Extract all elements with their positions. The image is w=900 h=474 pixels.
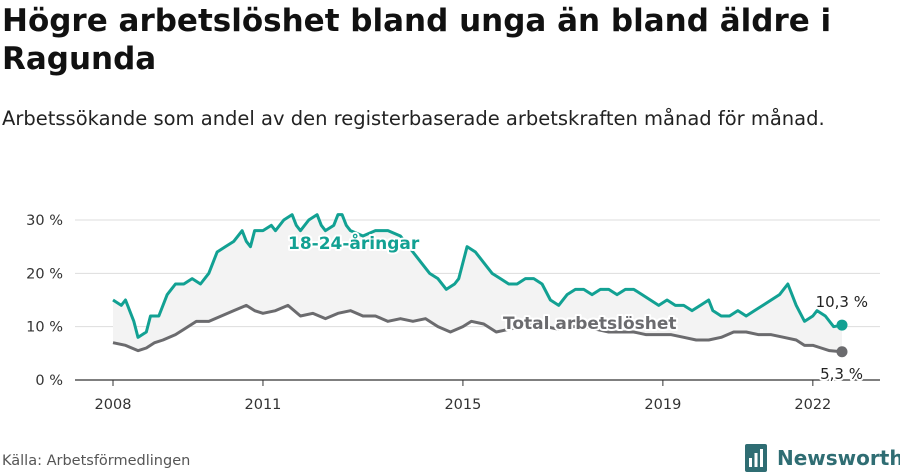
y-tick-label: 0 % bbox=[35, 373, 63, 389]
y-tick-label: 20 % bbox=[26, 266, 63, 282]
y-tick-label: 30 % bbox=[26, 213, 63, 229]
total-series-label: Total arbetslöshet bbox=[503, 314, 677, 334]
y-tick-label: 10 % bbox=[26, 320, 63, 336]
x-tick-label: 2008 bbox=[95, 397, 132, 413]
youth-series-label-halo: 18-24-åringar bbox=[288, 232, 420, 254]
gap-band bbox=[113, 214, 842, 352]
x-tick-label: 2015 bbox=[444, 397, 481, 413]
chart-title: Högre arbetslöshet bland unga än bland ä… bbox=[2, 3, 832, 77]
chart-subtitle: Arbetssökande som andel av den registerb… bbox=[2, 107, 825, 130]
total-line bbox=[112, 303, 843, 354]
total-series-label-halo: Total arbetslöshet bbox=[503, 314, 677, 334]
brand-logo: Newsworthy bbox=[745, 443, 900, 473]
x-tick-label: 2011 bbox=[245, 397, 282, 413]
total-end-point bbox=[836, 346, 848, 358]
newsworthy-logo-icon bbox=[745, 444, 767, 472]
total-end-label-halo: 5,3 % bbox=[820, 365, 863, 383]
youth-line bbox=[112, 213, 843, 339]
source-note: Källa: Arbetsförmedlingen bbox=[2, 453, 191, 469]
x-tick-label: 2019 bbox=[644, 397, 681, 413]
x-tick-label: 2022 bbox=[794, 397, 831, 413]
youth-end-label: 10,3 % bbox=[816, 293, 868, 311]
youth-end-label-halo: 10,3 % bbox=[816, 293, 868, 311]
brand-name: Newsworthy bbox=[777, 446, 900, 470]
youth-end-point bbox=[836, 319, 848, 331]
total-end-label: 5,3 % bbox=[820, 365, 863, 383]
youth-series-label: 18-24-åringar bbox=[288, 232, 420, 254]
